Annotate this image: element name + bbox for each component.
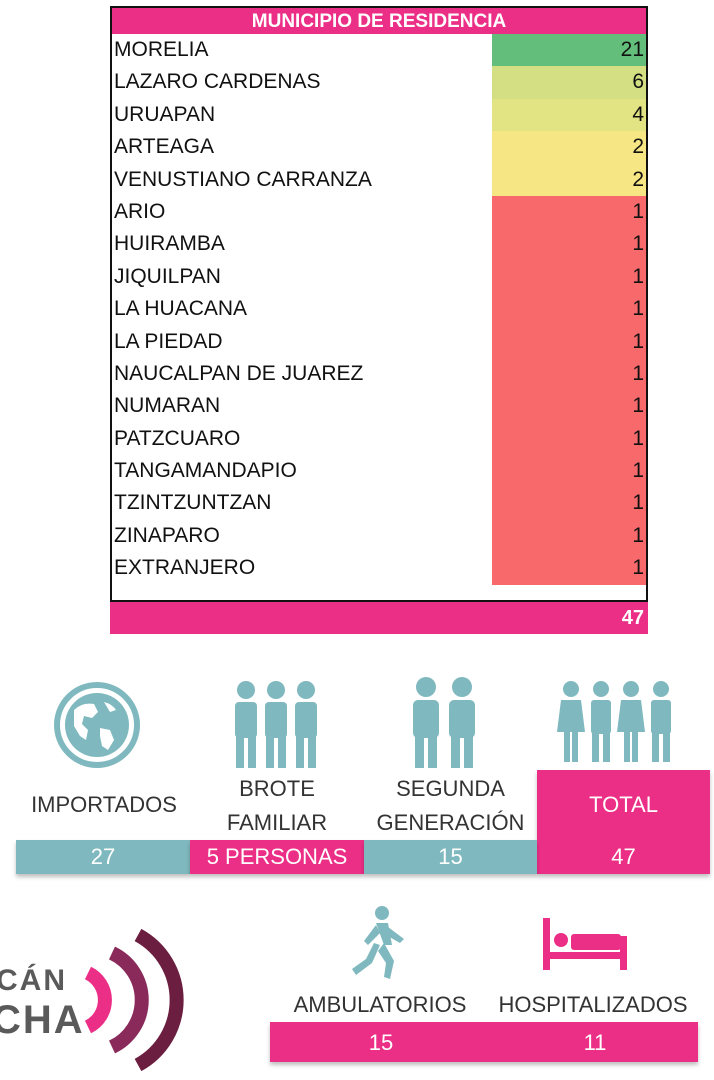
couple-icon xyxy=(413,677,475,768)
case-count: 1 xyxy=(492,422,646,456)
total-label: TOTAL xyxy=(589,792,658,817)
case-count: 1 xyxy=(492,293,646,326)
second-gen-label-line1: SEGUNDA xyxy=(396,776,505,801)
second-gen-label-line2: GENERACIÓN xyxy=(376,810,525,835)
case-count: 1 xyxy=(492,357,646,391)
municipality-name: TANGAMANDAPIO xyxy=(114,459,297,483)
total-value: 47 xyxy=(611,844,636,869)
logo-text-line2: CHA xyxy=(0,998,85,1042)
case-count: 1 xyxy=(492,487,646,520)
broadcast-waves-icon xyxy=(84,928,184,1072)
family-value: 5 PERSONAS xyxy=(190,840,364,874)
case-count: 2 xyxy=(492,163,646,196)
case-count: 6 xyxy=(492,66,646,99)
second-gen-value: 15 xyxy=(364,840,537,874)
municipality-name: LA HUACANA xyxy=(114,297,248,321)
case-count: 1 xyxy=(492,390,646,423)
case-count: 1 xyxy=(492,228,646,261)
municipality-name: LA PIEDAD xyxy=(114,329,223,353)
municipality-name: ARTEAGA xyxy=(114,135,214,159)
table-body: MORELIA 21 LAZARO CARDENAS 6 URUAPAN 4 ARTEAGA… xyxy=(110,34,648,602)
hospitalized-value: 11 xyxy=(583,1030,607,1055)
logo-text-line1: CÁN xyxy=(0,964,67,997)
walking-person-icon xyxy=(352,906,404,979)
municipality-name: URUAPAN xyxy=(114,102,216,126)
table-row: TZINTZUNTZAN 1 xyxy=(112,487,646,520)
globe-icon xyxy=(54,682,140,768)
case-count: 1 xyxy=(492,552,646,585)
table-row: VENUSTIANO CARRANZA 2 xyxy=(112,163,646,196)
table-total: 47 xyxy=(110,602,648,634)
municipality-name: LAZARO CARDENAS xyxy=(114,70,321,94)
municipality-name: ARIO xyxy=(114,199,166,223)
table-row: URUAPAN 4 xyxy=(112,98,646,132)
case-count: 1 xyxy=(492,325,646,358)
case-count: 1 xyxy=(492,455,646,488)
table-row: LA HUACANA 1 xyxy=(112,293,646,326)
imported-value: 27 xyxy=(16,840,190,874)
table-row: NAUCALPAN DE JUAREZ 1 xyxy=(112,357,646,391)
hospital-bed-icon xyxy=(543,918,627,970)
table-row: ARTEAGA 2 xyxy=(112,131,646,164)
municipality-name: ZINAPARO xyxy=(114,523,220,547)
case-count: 2 xyxy=(492,131,646,164)
table-row: ARIO 1 xyxy=(112,195,646,229)
hospitalized-label: HOSPITALIZADOS xyxy=(498,992,688,1017)
table-row: MORELIA 21 xyxy=(112,34,646,67)
crowd-icon xyxy=(557,681,671,762)
table-title: MUNICIPIO DE RESIDENCIA xyxy=(110,6,648,34)
case-count: 1 xyxy=(492,195,646,229)
case-count: 21 xyxy=(492,34,646,67)
municipality-name: TZINTZUNTZAN xyxy=(114,491,272,515)
table-row: PATZCUARO 1 xyxy=(112,422,646,456)
table-row: ZINAPARO 1 xyxy=(112,519,646,553)
municipality-name: VENUSTIANO CARRANZA xyxy=(114,167,372,191)
municipality-name: HUIRAMBA xyxy=(114,232,225,256)
table-row: TANGAMANDAPIO 1 xyxy=(112,455,646,488)
total-box xyxy=(537,770,710,874)
table-row: LA PIEDAD 1 xyxy=(112,325,646,358)
case-count: 4 xyxy=(492,98,646,132)
municipality-name: JIQUILPAN xyxy=(114,264,221,288)
care-bar xyxy=(270,1022,698,1062)
family-label-line2: FAMILIAR xyxy=(226,810,328,835)
table-row: LAZARO CARDENAS 6 xyxy=(112,66,646,99)
municipality-name: MORELIA xyxy=(114,38,209,61)
municipality-name: PATZCUARO xyxy=(114,426,241,450)
ambulatory-value: 15 xyxy=(368,1030,394,1055)
municipality-name: NAUCALPAN DE JUAREZ xyxy=(114,361,364,385)
municipality-name: NUMARAN xyxy=(114,394,221,418)
municipality-table: MUNICIPIO DE RESIDENCIA MORELIA 21 LAZARO … xyxy=(110,6,648,634)
table-row: EXTRANJERO 1 xyxy=(112,552,646,585)
case-count: 1 xyxy=(492,519,646,553)
table-row: HUIRAMBA 1 xyxy=(112,228,646,261)
family-group-icon xyxy=(235,681,317,768)
ambulatory-label: AMBULATORIOS xyxy=(293,992,467,1017)
table-row: NUMARAN 1 xyxy=(112,390,646,423)
family-label-line1: BROTE xyxy=(239,776,315,801)
municipality-name: EXTRANJERO xyxy=(114,556,256,580)
case-count: 1 xyxy=(492,260,646,294)
imported-label: IMPORTADOS xyxy=(31,792,177,817)
table-row: JIQUILPAN 1 xyxy=(112,260,646,294)
